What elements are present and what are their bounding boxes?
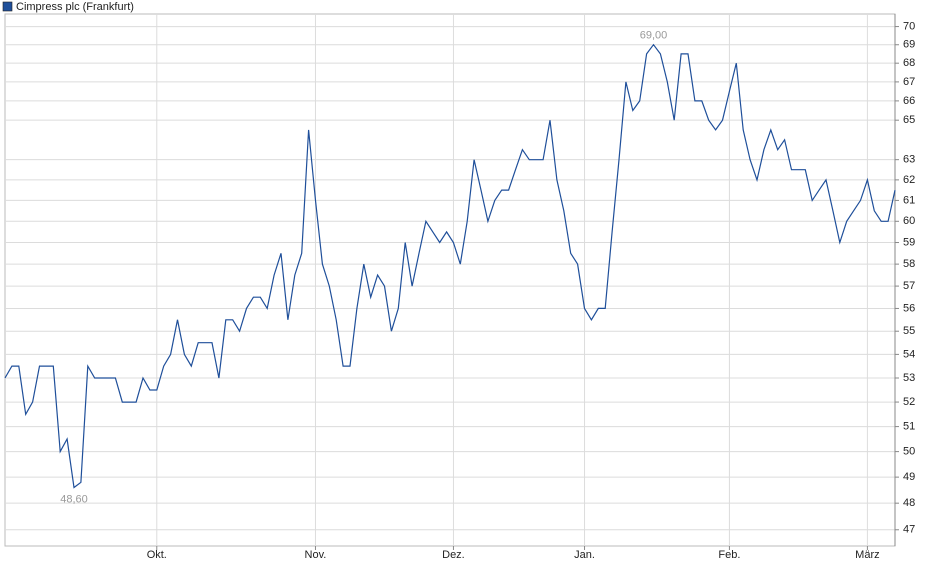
y-tick-label: 50: [903, 446, 915, 458]
x-tick-label: Dez.: [442, 549, 465, 561]
y-tick-label: 58: [903, 258, 915, 270]
x-tick-label: März: [855, 549, 879, 561]
y-tick-label: 57: [903, 280, 915, 292]
y-tick-label: 53: [903, 372, 915, 384]
y-tick-label: 63: [903, 154, 915, 166]
x-tick-label: Jan.: [574, 549, 595, 561]
y-tick-label: 56: [903, 302, 915, 314]
y-tick-label: 65: [903, 114, 915, 126]
y-tick-label: 61: [903, 194, 915, 206]
y-tick-label: 49: [903, 471, 915, 483]
y-tick-label: 69: [903, 39, 915, 51]
legend-swatch: [2, 1, 13, 12]
y-tick-label: 48: [903, 497, 915, 509]
legend-label: Cimpress plc (Frankfurt): [16, 1, 134, 13]
y-tick-label: 70: [903, 20, 915, 32]
y-tick-label: 52: [903, 396, 915, 408]
price-line: [4, 43, 896, 489]
x-tick-label: Nov.: [305, 549, 327, 561]
y-tick-label: 51: [903, 420, 915, 432]
y-tick-label: 59: [903, 236, 915, 248]
y-tick-label: 62: [903, 174, 915, 186]
value-label: 48,60: [60, 493, 88, 505]
plot-area: [4, 13, 896, 547]
y-tick-label: 60: [903, 215, 915, 227]
y-tick-label: 66: [903, 95, 915, 107]
x-tick-label: Feb.: [718, 549, 740, 561]
y-tick-label: 54: [903, 348, 915, 360]
value-label: 69,00: [640, 30, 668, 42]
x-tick-label: Okt.: [147, 549, 167, 561]
y-tick-label: 68: [903, 57, 915, 69]
y-tick-label: 47: [903, 524, 915, 536]
y-tick-label: 55: [903, 325, 915, 337]
y-tick-label: 67: [903, 76, 915, 88]
